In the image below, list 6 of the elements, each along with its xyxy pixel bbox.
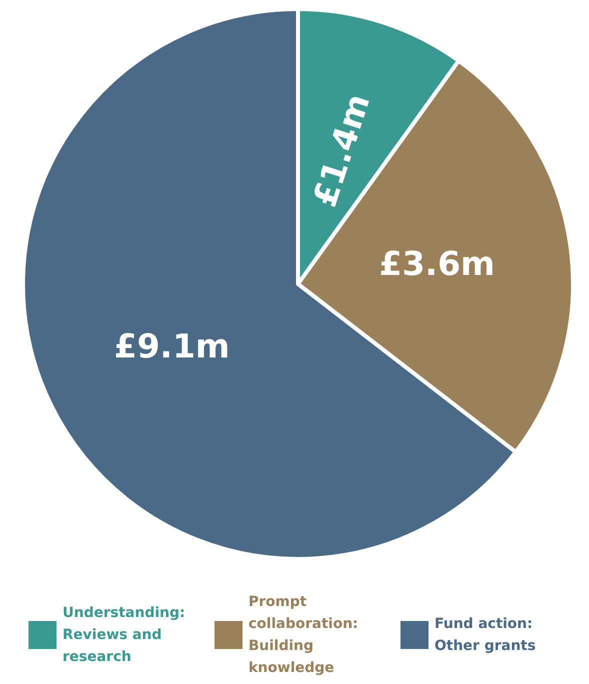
legend-label: Understanding: Reviews and research xyxy=(62,605,190,665)
data-label: £9.1m xyxy=(114,326,230,366)
data-label: £1.4m xyxy=(304,89,378,212)
legend-label: Fund action: Other grants xyxy=(434,616,538,654)
legend-label: Prompt collaboration: Building knowledge xyxy=(248,594,364,676)
data-label: £3.6m xyxy=(379,244,495,284)
